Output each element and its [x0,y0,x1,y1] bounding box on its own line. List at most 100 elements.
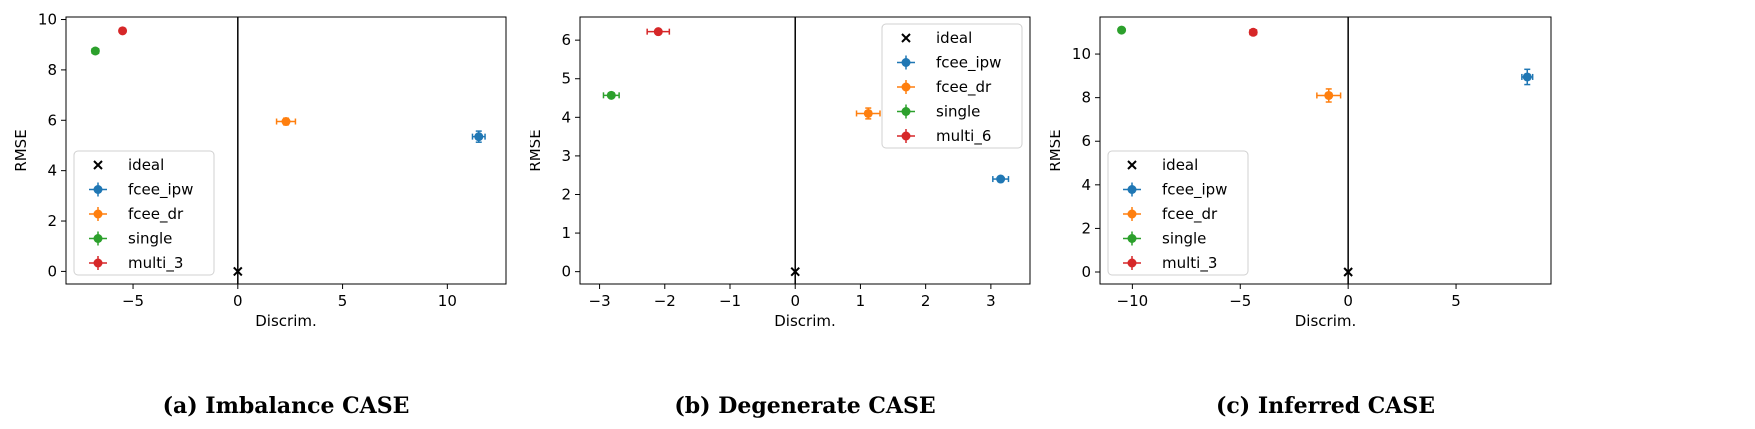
legend-box [73,150,215,276]
legend-marker-single [1127,234,1137,243]
x-tick-label: 5 [338,292,348,310]
point-fcee_dr [1324,90,1334,100]
y-tick-label: 8 [1081,89,1091,107]
point-single [606,90,616,100]
legend-label-fcee_ipw: fcee_ipw [128,181,193,200]
legend-label-fcee_dr: fcee_dr [936,78,992,97]
x-tick-label: 3 [986,292,996,310]
x-axis-label: Discrim. [255,312,317,330]
point-single [90,46,100,56]
caption-imbalance: (a) Imbalance CASE [162,393,410,419]
plot-frame [579,16,1031,285]
series-multi_3 [118,26,128,36]
series-single [1117,25,1127,35]
x-tick-label: 1 [856,292,866,310]
series-fcee_dr [275,117,297,127]
legend-label-single: single [128,230,172,248]
chart-inferred: −10 −5 0 5 0 2 4 6 8 10 Discrim. RMSE ideal fcee_ipwf… [1050,16,1552,330]
y-axis-label: RMSE [12,129,30,171]
y-tick-label: 0 [561,263,571,281]
y-tick-label: 4 [1081,176,1091,194]
y-tick-label: 0 [47,262,57,280]
x-tick-label: −10 [1117,292,1149,310]
y-tick-label: 0 [1081,263,1091,281]
caption-degenerate: (b) Degenerate CASE [674,393,936,419]
point-multi_6 [653,27,663,37]
legend-label-ideal: ideal [1162,156,1198,174]
point-fcee_ipw [1522,72,1532,82]
y-tick-label: 5 [561,70,571,88]
point-ideal [1343,267,1353,277]
caption-inferred: (c) Inferred CASE [1215,393,1436,419]
plot-frame [65,16,507,285]
y-tick-label: 6 [47,111,57,129]
legend-label-multi_3: multi_3 [128,254,183,273]
point-multi_3 [118,26,128,36]
legend-marker-fcee_dr [93,209,103,219]
legend-marker-ideal [93,160,103,170]
legend-label-ideal: ideal [936,29,972,47]
series-ideal [233,266,243,277]
point-fcee_ipw [996,174,1006,184]
legend-marker-ideal [1127,160,1137,170]
y-tick-label: 6 [1081,132,1091,150]
series-multi_6 [646,27,671,37]
y-tick-label: 10 [1072,45,1091,63]
series-ideal [790,266,800,277]
series-fcee_dr [855,107,881,120]
point-ideal [233,266,243,277]
y-tick-label: 8 [47,61,57,79]
legend-marker-multi_3 [1127,258,1137,268]
point-fcee_dr [863,108,873,118]
legend-marker-single [93,234,103,243]
x-tick-label: −1 [719,292,741,310]
y-tick-label: 2 [47,212,57,230]
x-tick-label: 2 [921,292,931,310]
legend-marker-fcee_ipw [1127,185,1137,194]
series-multi_3 [1248,27,1258,37]
series-fcee_dr [1316,88,1342,103]
legend-marker-fcee_ipw [901,58,911,67]
legend-label-fcee_ipw: fcee_ipw [1162,181,1227,200]
legend-label-fcee_ipw: fcee_ipw [936,54,1001,73]
chart-imbalance: −5 0 5 10 0 2 4 6 8 10 Discrim. RMSE ideal fcee_ipwfc… [12,11,507,330]
x-tick-label: 10 [438,292,457,310]
x-tick-label: 0 [1343,292,1353,310]
legend-box [881,23,1023,149]
y-axis-label: RMSE [530,129,544,171]
point-fcee_ipw [474,132,484,142]
plot-frame [1099,16,1552,285]
panel-imbalance: −5 0 5 10 0 2 4 6 8 10 Discrim. RMSE ideal fcee_ipw fc… [0,0,520,429]
legend-label-fcee_dr: fcee_dr [1162,205,1218,224]
x-axis-label: Discrim. [774,312,836,330]
y-tick-label: 6 [561,31,571,49]
legend-marker-fcee_ipw [93,185,103,194]
legend-label-ideal: ideal [128,156,164,174]
legend-label-single: single [936,103,980,121]
panel-degenerate: −3 −2 −1 0 1 2 3 0 1 2 3 4 5 6 Discrim. RMSE ideal fcee_i… [530,0,1040,429]
legend-label-multi_6: multi_6 [936,127,991,146]
x-tick-label: −5 [122,292,144,310]
chart-degenerate: −3 −2 −1 0 1 2 3 0 1 2 3 4 5 6 Discrim. RMSE ideal fcee_i… [530,16,1031,330]
y-tick-label: 10 [38,11,57,29]
point-multi_3 [1248,27,1258,37]
x-tick-label: −2 [654,292,676,310]
series-fcee_ipw [992,174,1010,184]
y-tick-label: 2 [1081,219,1091,237]
x-tick-label: 0 [790,292,800,310]
legend-label-multi_3: multi_3 [1162,254,1217,273]
y-axis-label: RMSE [1050,129,1064,171]
legend-marker-fcee_dr [901,82,911,92]
series-fcee_ipw [471,130,486,143]
legend-label-fcee_dr: fcee_dr [128,205,184,224]
series-ideal [1343,267,1353,277]
legend-marker-fcee_dr [1127,209,1137,219]
x-tick-label: 5 [1451,292,1461,310]
y-tick-label: 4 [47,162,57,180]
x-tick-label: −5 [1229,292,1251,310]
point-single [1117,25,1127,35]
y-tick-label: 1 [561,224,571,242]
y-tick-label: 2 [561,185,571,203]
